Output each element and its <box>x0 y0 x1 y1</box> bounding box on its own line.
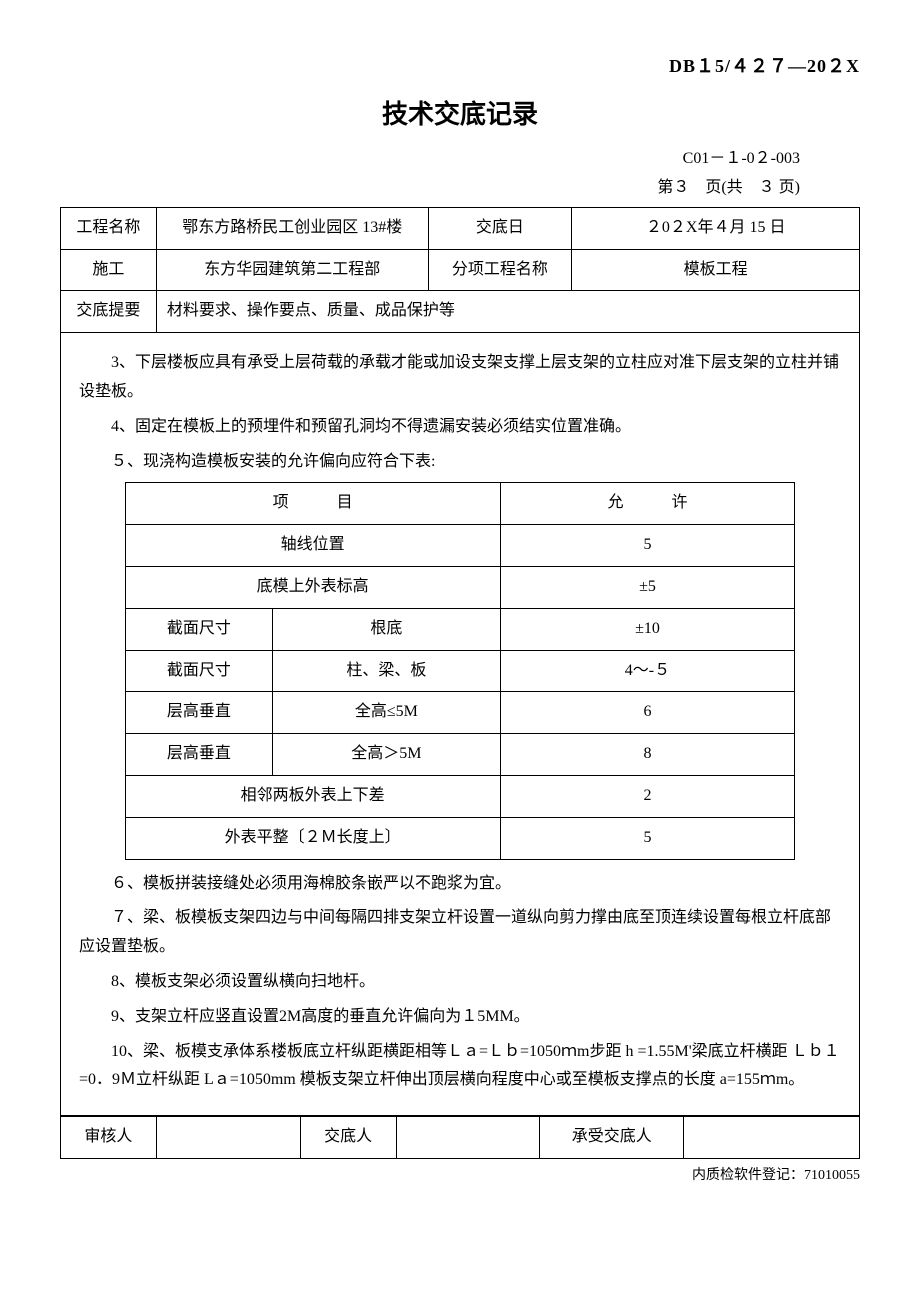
tol-item: 轴线位置 <box>125 525 500 567</box>
tol-item: 底模上外表标高 <box>125 566 500 608</box>
tol-value: ±5 <box>500 566 795 608</box>
tol-item: 相邻两板外表上下差 <box>125 775 500 817</box>
page-info: 第３ 页(共 ３ 页) <box>60 174 800 203</box>
table-row: 底模上外表标高±5 <box>125 566 795 608</box>
reviewer-label: 审核人 <box>61 1117 157 1159</box>
table-row: 项 目 允 许 <box>125 483 795 525</box>
date-label: 交底日 <box>428 207 572 249</box>
standard-code: DB１5/４２７—20２X <box>60 50 860 82</box>
tol-value: ±10 <box>500 608 795 650</box>
header-table: 工程名称 鄂东方路桥民工创业园区 13#楼 交底日 ２0２X年４月 15 日 施… <box>60 207 860 333</box>
paragraph-6: ６、模板拼装接缝处必须用海棉胶条嵌严以不跑浆为宜。 <box>79 870 841 899</box>
tol-value: 4～-５ <box>500 650 795 692</box>
construction-label: 施工 <box>61 249 157 291</box>
tol-item: 全高＞5M <box>273 734 501 776</box>
summary-label: 交底提要 <box>61 291 157 333</box>
tol-item: 柱、梁、板 <box>273 650 501 692</box>
paragraph-7: ７、梁、板模板支架四边与中间每隔四排支架立杆设置一道纵向剪力撑由底至顶连续设置每… <box>79 904 841 962</box>
table-row: 审核人 交底人 承受交底人 <box>61 1117 860 1159</box>
table-row: 外表平整〔２Ｍ长度上〕5 <box>125 817 795 859</box>
tol-cat: 层高垂直 <box>125 692 272 734</box>
tol-header-allow: 允 许 <box>500 483 795 525</box>
paragraph-3: 3、下层楼板应具有承受上层荷载的承载才能或加设支架支撑上层支架的立柱应对准下层支… <box>79 349 841 407</box>
paragraph-8: 8、模板支架必须设置纵横向扫地杆。 <box>79 968 841 997</box>
body-content: 3、下层楼板应具有承受上层荷载的承载才能或加设支架支撑上层支架的立柱应对准下层支… <box>60 333 860 1116</box>
table-row: 轴线位置5 <box>125 525 795 567</box>
table-row: 相邻两板外表上下差2 <box>125 775 795 817</box>
subproject-value: 模板工程 <box>572 249 860 291</box>
receiver-label: 承受交底人 <box>540 1117 684 1159</box>
tol-value: 2 <box>500 775 795 817</box>
tol-cat: 层高垂直 <box>125 734 272 776</box>
construction-value: 东方华园建筑第二工程部 <box>156 249 428 291</box>
tol-cat: 截面尺寸 <box>125 650 272 692</box>
footer-note: 内质检软件登记：71010055 <box>60 1163 860 1188</box>
receiver-value <box>684 1117 860 1159</box>
tol-item: 根底 <box>273 608 501 650</box>
disclosure-label: 交底人 <box>300 1117 396 1159</box>
paragraph-5: ５、现浇构造模板安装的允许偏向应符合下表: <box>79 448 841 477</box>
table-row: 截面尺寸根底±10 <box>125 608 795 650</box>
project-label: 工程名称 <box>61 207 157 249</box>
tol-item: 全高≤5M <box>273 692 501 734</box>
tol-cat: 截面尺寸 <box>125 608 272 650</box>
date-value: ２0２X年４月 15 日 <box>572 207 860 249</box>
tol-value: 6 <box>500 692 795 734</box>
tolerance-table: 项 目 允 许 轴线位置5底模上外表标高±5截面尺寸根底±10截面尺寸柱、梁、板… <box>125 482 796 859</box>
page-title: 技术交底记录 <box>60 92 860 139</box>
tol-value: 8 <box>500 734 795 776</box>
table-row: 施工 东方华园建筑第二工程部 分项工程名称 模板工程 <box>61 249 860 291</box>
reviewer-value <box>156 1117 300 1159</box>
project-value: 鄂东方路桥民工创业园区 13#楼 <box>156 207 428 249</box>
table-row: 截面尺寸柱、梁、板4～-５ <box>125 650 795 692</box>
tol-value: 5 <box>500 525 795 567</box>
disclosure-value <box>396 1117 540 1159</box>
summary-value: 材料要求、操作要点、质量、成品保护等 <box>156 291 859 333</box>
subproject-label: 分项工程名称 <box>428 249 572 291</box>
tol-item: 外表平整〔２Ｍ长度上〕 <box>125 817 500 859</box>
signature-table: 审核人 交底人 承受交底人 <box>60 1116 860 1159</box>
table-row: 层高垂直全高＞5M8 <box>125 734 795 776</box>
tol-value: 5 <box>500 817 795 859</box>
doc-code: C01－１-0２-003 <box>60 145 800 174</box>
paragraph-10: 10、梁、板模支承体系楼板底立杆纵距横距相等Ｌａ=Ｌｂ=1050ｍm步距 h =… <box>79 1038 841 1096</box>
table-row: 层高垂直全高≤5M6 <box>125 692 795 734</box>
paragraph-4: 4、固定在模板上的预埋件和预留孔洞均不得遗漏安装必须结实位置准确。 <box>79 413 841 442</box>
table-row: 交底提要 材料要求、操作要点、质量、成品保护等 <box>61 291 860 333</box>
tol-header-item: 项 目 <box>125 483 500 525</box>
table-row: 工程名称 鄂东方路桥民工创业园区 13#楼 交底日 ２0２X年４月 15 日 <box>61 207 860 249</box>
paragraph-9: 9、支架立杆应竖直设置2M高度的垂直允许偏向为１5MM。 <box>79 1003 841 1032</box>
